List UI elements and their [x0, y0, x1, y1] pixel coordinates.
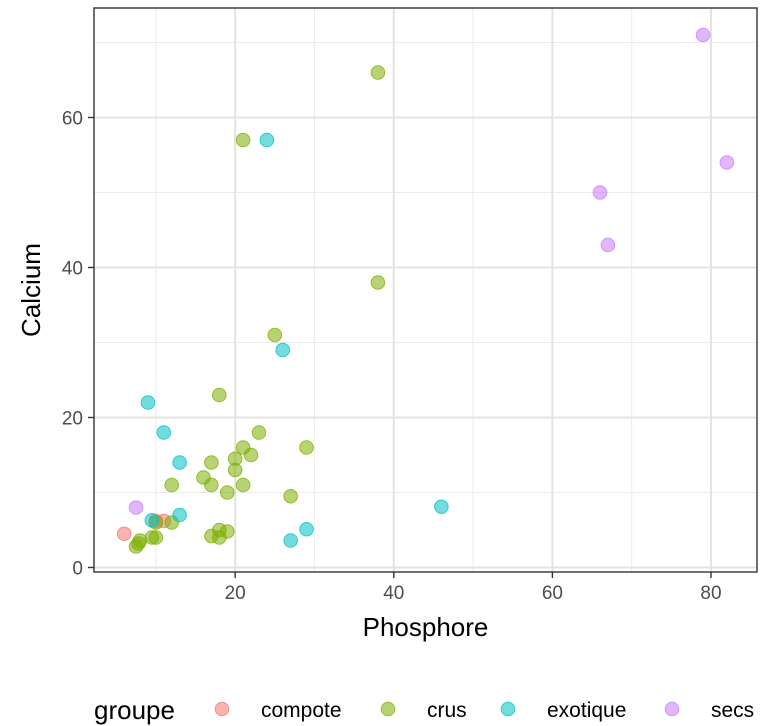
y-tick-label: 20: [62, 409, 83, 430]
y-tick-label: 40: [62, 259, 83, 280]
point-crus: [251, 425, 267, 440]
point-crus: [370, 65, 386, 80]
point-crus: [128, 539, 144, 554]
point-exotique: [172, 507, 187, 523]
point-crus: [283, 488, 298, 504]
y-tick-label: 60: [62, 109, 83, 130]
legend: groupe compote crus exotique secs: [94, 695, 754, 725]
point-exotique: [283, 533, 298, 548]
legend-title: groupe: [94, 695, 175, 725]
x-axis-title: Phosphore: [363, 612, 489, 642]
point-crus: [212, 387, 227, 403]
point-crus: [204, 477, 219, 493]
point-crus: [267, 327, 283, 343]
point-exotique: [259, 132, 275, 148]
legend-key-secs: [664, 701, 680, 717]
point-exotique: [156, 425, 172, 440]
point-secs: [695, 27, 711, 43]
point-crus: [148, 530, 164, 545]
y-tick-label: 0: [72, 559, 83, 580]
point-secs: [719, 155, 735, 170]
point-secs: [592, 185, 608, 200]
point-secs: [128, 500, 144, 515]
point-crus: [235, 477, 251, 493]
point-crus: [164, 477, 180, 493]
point-crus: [243, 447, 259, 463]
point-exotique: [275, 342, 291, 358]
point-crus: [299, 440, 314, 455]
point-exotique: [299, 521, 314, 537]
legend-key-exotique: [500, 701, 516, 717]
point-secs: [600, 237, 616, 253]
point-crus: [212, 530, 227, 545]
legend-label-crus: crus: [427, 699, 467, 722]
point-exotique: [144, 512, 160, 528]
grid: [94, 8, 757, 572]
data-points: [116, 27, 735, 554]
y-axis-title: Calcium: [16, 243, 46, 337]
point-compote: [116, 526, 132, 542]
legend-label-exotique: exotique: [547, 699, 626, 722]
point-exotique: [172, 455, 187, 470]
x-tick-label: 60: [542, 583, 563, 604]
point-crus: [204, 455, 219, 470]
x-tick-label: 20: [225, 583, 246, 604]
plot-panel-border: [93, 7, 758, 573]
legend-key-compote: [214, 701, 230, 717]
point-crus: [235, 132, 251, 148]
x-tick-label: 80: [700, 583, 721, 604]
legend-label-secs: secs: [711, 699, 754, 722]
point-crus: [227, 462, 243, 478]
axes: 20 40 60 80 0 20 40 60: [62, 109, 722, 605]
point-exotique: [434, 499, 449, 515]
point-crus: [219, 485, 235, 500]
legend-label-compote: compote: [261, 699, 342, 722]
legend-key-crus: [380, 701, 396, 717]
x-tick-label: 40: [383, 583, 404, 604]
point-exotique: [140, 395, 156, 410]
point-crus: [370, 275, 386, 290]
